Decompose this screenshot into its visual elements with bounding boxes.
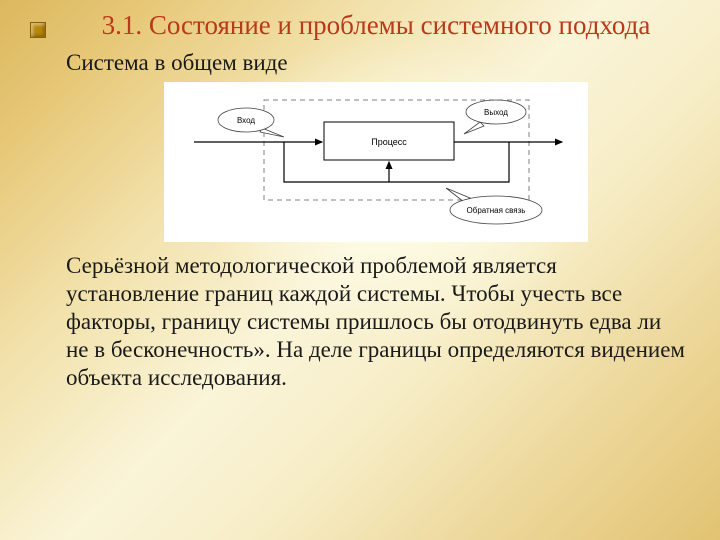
system-diagram: Процесс Вход Выход Обратная связь bbox=[164, 82, 588, 242]
slide-subtitle: Система в общем виде bbox=[66, 50, 686, 76]
slide: 3.1. Состояние и проблемы системного под… bbox=[0, 0, 720, 540]
callout-feedback-label: Обратная связь bbox=[467, 206, 526, 215]
slide-title: 3.1. Состояние и проблемы системного под… bbox=[66, 10, 686, 42]
slide-body-text: Серьёзной методологической проблемой явл… bbox=[66, 252, 686, 392]
bullet-square-icon bbox=[30, 22, 46, 38]
process-label: Процесс bbox=[371, 137, 407, 147]
callout-output-label: Выход bbox=[484, 108, 508, 117]
callout-input-label: Вход bbox=[237, 116, 255, 125]
callout-output-tail bbox=[464, 122, 484, 134]
